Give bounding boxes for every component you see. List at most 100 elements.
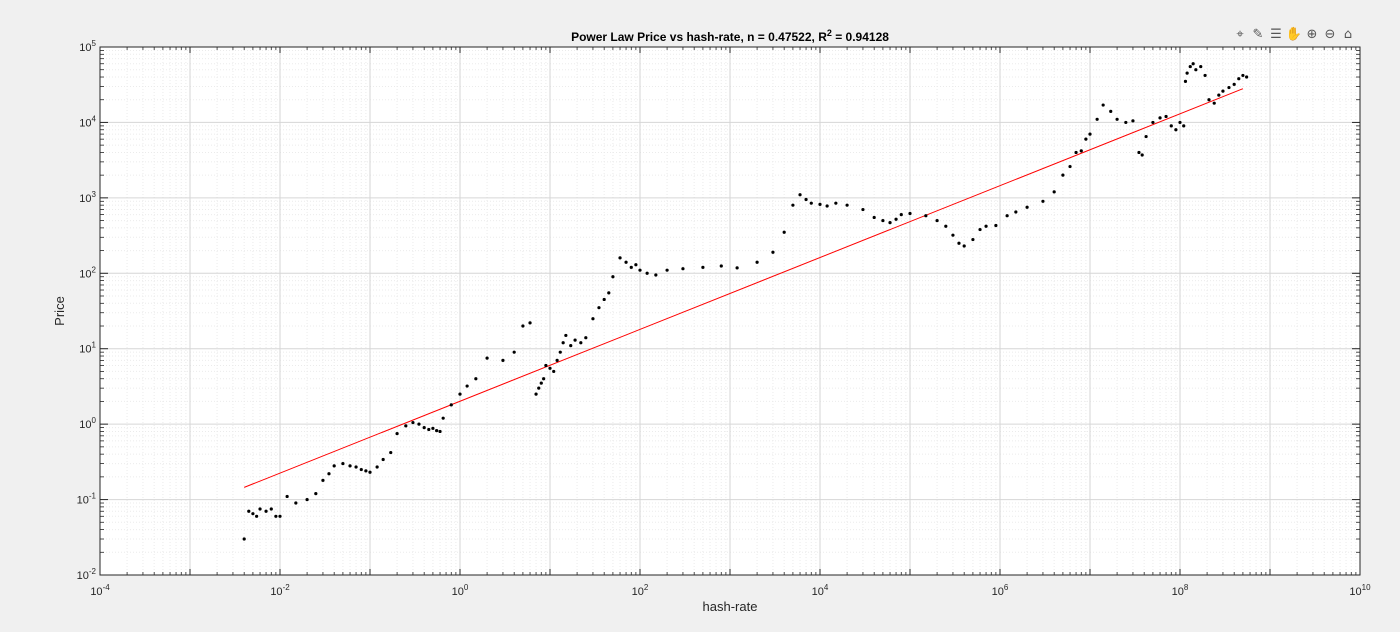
y-tick-label-base: 10 bbox=[77, 570, 89, 582]
x-tick-label-base: 10 bbox=[632, 586, 644, 598]
data-point bbox=[548, 366, 552, 370]
data-point bbox=[899, 212, 903, 217]
zoom-in-icon[interactable]: ⊕ bbox=[1306, 26, 1318, 42]
home-icon[interactable]: ⌂ bbox=[1343, 26, 1353, 42]
x-tick-label: 1010 bbox=[1349, 583, 1371, 598]
x-tick-label-exponent: 6 bbox=[1004, 583, 1009, 592]
x-tick-label-exponent: 10 bbox=[1362, 583, 1371, 592]
y-tick-label-base: 10 bbox=[77, 495, 89, 507]
data-point bbox=[485, 356, 489, 360]
pan-hand-icon[interactable]: ✋ bbox=[1285, 26, 1303, 42]
y-tick-label-base: 10 bbox=[79, 344, 91, 356]
data-point bbox=[1084, 137, 1088, 141]
data-point bbox=[438, 429, 442, 434]
data-point bbox=[332, 464, 336, 468]
data-point bbox=[1052, 190, 1056, 194]
data-point bbox=[1124, 120, 1128, 125]
data-point bbox=[539, 381, 543, 385]
data-point bbox=[1005, 214, 1009, 218]
data-point bbox=[804, 197, 808, 202]
legend-icon[interactable]: ☰ bbox=[1270, 26, 1282, 42]
data-point bbox=[818, 202, 822, 206]
data-point bbox=[558, 350, 562, 354]
data-point bbox=[1158, 116, 1162, 120]
zoom-out-icon[interactable]: ⊖ bbox=[1324, 26, 1336, 42]
brush-icon[interactable]: ✎ bbox=[1252, 26, 1264, 42]
data-point bbox=[1140, 153, 1144, 157]
data-point bbox=[537, 386, 541, 390]
data-point bbox=[381, 457, 385, 462]
x-tick-label-base: 10 bbox=[452, 586, 464, 598]
data-point bbox=[1241, 73, 1245, 78]
data-point bbox=[881, 218, 885, 223]
data-point bbox=[364, 469, 368, 473]
data-point bbox=[327, 472, 331, 476]
data-point bbox=[654, 273, 658, 277]
data-point bbox=[978, 227, 982, 232]
data-point bbox=[1212, 101, 1216, 105]
data-point bbox=[1061, 173, 1065, 177]
x-tick-label: 102 bbox=[632, 583, 649, 598]
data-point bbox=[411, 420, 415, 425]
data-point bbox=[908, 211, 912, 216]
x-tick-label: 104 bbox=[812, 583, 829, 598]
data-point bbox=[1137, 150, 1141, 155]
data-point bbox=[564, 333, 568, 338]
data-point bbox=[584, 336, 588, 340]
data-point bbox=[348, 464, 352, 468]
data-point bbox=[404, 424, 408, 428]
figure-toolbar: ⌖ ✎ ☰ ✋ ⊕ ⊖ ⌂ bbox=[1232, 26, 1356, 42]
chart-title-tail: = 0.94128 bbox=[832, 30, 889, 44]
data-point bbox=[755, 260, 759, 264]
data-point bbox=[1191, 62, 1195, 66]
data-point bbox=[359, 467, 363, 472]
data-point bbox=[624, 260, 628, 264]
y-tick-label-base: 10 bbox=[79, 419, 91, 431]
data-point bbox=[422, 425, 426, 430]
x-tick-label-exponent: 0 bbox=[464, 583, 469, 592]
data-point bbox=[791, 203, 795, 207]
data-point bbox=[354, 465, 358, 469]
data-point bbox=[845, 203, 849, 207]
data-point bbox=[894, 217, 898, 221]
data-cursor-icon[interactable]: ⌖ bbox=[1236, 26, 1244, 42]
data-point bbox=[607, 291, 611, 295]
data-point bbox=[681, 267, 685, 271]
data-point bbox=[264, 509, 268, 513]
x-tick-label-base: 10 bbox=[90, 586, 102, 598]
y-tick-label-base: 10 bbox=[79, 268, 91, 280]
data-point bbox=[561, 341, 565, 345]
data-point bbox=[798, 193, 802, 197]
data-point bbox=[1041, 199, 1045, 203]
y-tick-label-exponent: 4 bbox=[92, 114, 97, 123]
data-point bbox=[258, 507, 262, 511]
y-tick-label: 105 bbox=[79, 39, 96, 54]
data-point bbox=[255, 514, 259, 518]
y-tick-label: 102 bbox=[79, 265, 96, 280]
data-points-layer bbox=[242, 62, 1249, 541]
data-point bbox=[645, 271, 649, 275]
data-point bbox=[888, 220, 892, 225]
data-point bbox=[427, 427, 431, 432]
data-point bbox=[521, 324, 525, 328]
x-tick-labels: 10-4 10-2 100 102 104 106 108 1010 bbox=[90, 583, 1371, 598]
data-point bbox=[834, 201, 838, 205]
data-point bbox=[629, 265, 633, 269]
data-point bbox=[771, 250, 775, 254]
data-point bbox=[1207, 98, 1211, 102]
data-point bbox=[441, 416, 445, 420]
data-point bbox=[618, 256, 622, 260]
data-point bbox=[1088, 132, 1092, 136]
data-point bbox=[1194, 68, 1198, 72]
data-point bbox=[501, 358, 505, 362]
data-point bbox=[597, 306, 601, 310]
data-point bbox=[591, 317, 595, 321]
data-point bbox=[1174, 128, 1178, 132]
data-point bbox=[321, 478, 325, 482]
data-point bbox=[1014, 210, 1018, 214]
fit-line-layer bbox=[244, 88, 1244, 488]
data-point bbox=[528, 321, 532, 325]
data-point bbox=[458, 392, 462, 396]
data-point bbox=[1185, 71, 1189, 75]
data-point bbox=[1074, 150, 1078, 155]
